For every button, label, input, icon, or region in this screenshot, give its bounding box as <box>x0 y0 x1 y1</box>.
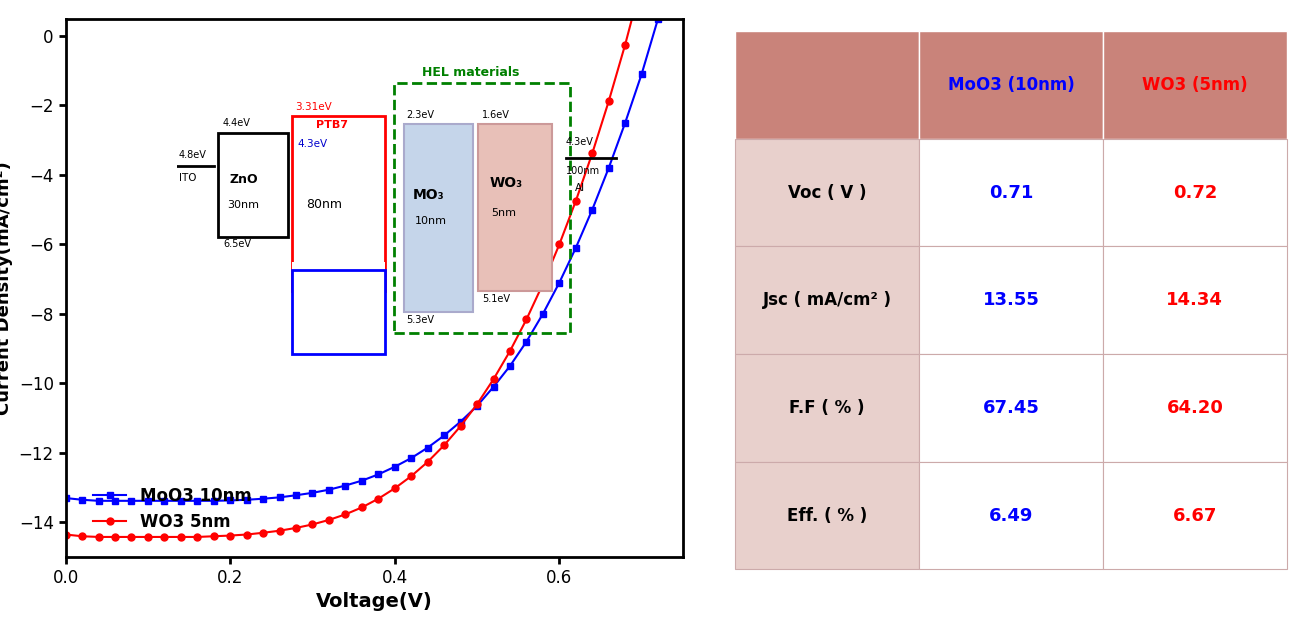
MoO3 10nm <box>355 477 370 485</box>
MoO3 10nm <box>305 489 320 496</box>
MoO3 10nm <box>173 497 189 504</box>
MoO3 10nm <box>551 279 567 287</box>
Line: WO3 5nm: WO3 5nm <box>62 0 678 540</box>
MoO3 10nm <box>584 206 600 214</box>
WO3 5nm <box>486 376 502 383</box>
MoO3 10nm <box>272 493 288 501</box>
WO3 5nm <box>123 533 139 540</box>
WO3 5nm <box>370 495 386 503</box>
MoO3 10nm <box>502 362 517 370</box>
WO3 5nm <box>453 422 469 430</box>
MoO3 10nm <box>569 244 584 251</box>
WO3 5nm <box>272 527 288 534</box>
WO3 5nm <box>322 516 337 524</box>
Y-axis label: Current Density(mA/cm²): Current Density(mA/cm²) <box>0 161 13 415</box>
MoO3 10nm <box>206 497 222 504</box>
WO3 5nm <box>584 150 600 157</box>
MoO3 10nm <box>453 418 469 425</box>
MoO3 10nm <box>189 497 205 504</box>
WO3 5nm <box>502 347 517 355</box>
WO3 5nm <box>305 521 320 528</box>
MoO3 10nm <box>650 15 666 22</box>
WO3 5nm <box>519 316 534 323</box>
MoO3 10nm <box>58 495 74 502</box>
MoO3 10nm <box>255 495 270 503</box>
WO3 5nm <box>156 533 172 540</box>
WO3 5nm <box>239 531 255 539</box>
MoO3 10nm <box>534 310 550 318</box>
MoO3 10nm <box>222 497 238 504</box>
MoO3 10nm <box>486 383 502 391</box>
MoO3 10nm <box>370 470 386 478</box>
MoO3 10nm <box>322 486 337 493</box>
WO3 5nm <box>288 524 303 532</box>
MoO3 10nm <box>108 497 123 504</box>
MoO3 10nm <box>337 482 353 489</box>
MoO3 10nm <box>123 497 139 504</box>
WO3 5nm <box>469 400 484 408</box>
MoO3 10nm <box>288 491 303 499</box>
MoO3 10nm <box>239 496 255 503</box>
MoO3 10nm <box>387 463 403 470</box>
MoO3 10nm <box>403 454 419 462</box>
X-axis label: Voltage(V): Voltage(V) <box>316 592 432 612</box>
WO3 5nm <box>337 511 353 518</box>
WO3 5nm <box>436 441 452 449</box>
WO3 5nm <box>403 472 419 480</box>
WO3 5nm <box>222 532 238 539</box>
WO3 5nm <box>189 533 205 540</box>
WO3 5nm <box>206 532 222 540</box>
WO3 5nm <box>387 485 403 492</box>
MoO3 10nm <box>156 497 172 504</box>
WO3 5nm <box>255 529 270 537</box>
WO3 5nm <box>140 533 156 540</box>
MoO3 10nm <box>469 402 484 410</box>
MoO3 10nm <box>617 119 633 126</box>
WO3 5nm <box>355 504 370 511</box>
WO3 5nm <box>75 532 91 540</box>
MoO3 10nm <box>75 496 91 503</box>
MoO3 10nm <box>601 164 617 171</box>
WO3 5nm <box>617 41 633 48</box>
MoO3 10nm <box>634 71 650 78</box>
MoO3 10nm <box>420 444 436 451</box>
MoO3 10nm <box>91 497 106 504</box>
Legend: MoO3 10nm, WO3 5nm: MoO3 10nm, WO3 5nm <box>87 480 259 538</box>
WO3 5nm <box>108 533 123 540</box>
WO3 5nm <box>173 533 189 540</box>
MoO3 10nm <box>519 338 534 345</box>
WO3 5nm <box>601 98 617 105</box>
MoO3 10nm <box>436 432 452 439</box>
Line: MoO3 10nm: MoO3 10nm <box>63 0 678 504</box>
WO3 5nm <box>58 531 74 539</box>
MoO3 10nm <box>140 497 156 504</box>
WO3 5nm <box>91 533 106 540</box>
WO3 5nm <box>420 458 436 465</box>
WO3 5nm <box>551 241 567 248</box>
WO3 5nm <box>534 280 550 288</box>
WO3 5nm <box>569 197 584 205</box>
